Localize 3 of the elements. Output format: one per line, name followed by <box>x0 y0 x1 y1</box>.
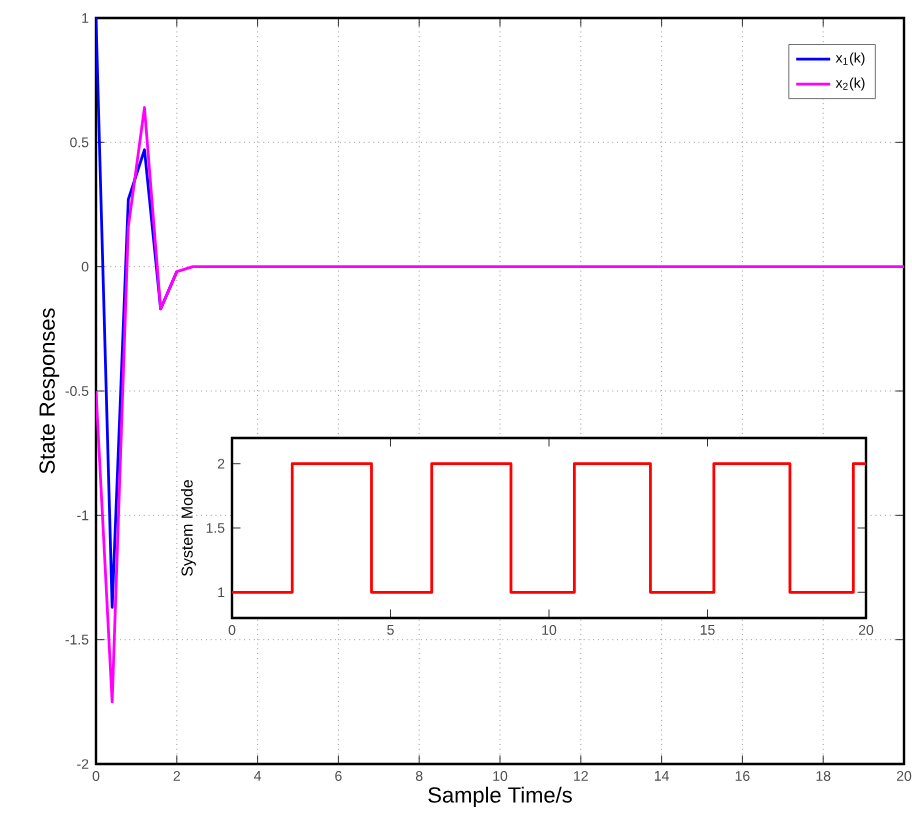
y-axis-title: State Responses <box>39 308 60 474</box>
x-axis-title: Sample Time/s <box>428 786 572 808</box>
line-series <box>96 106 905 704</box>
